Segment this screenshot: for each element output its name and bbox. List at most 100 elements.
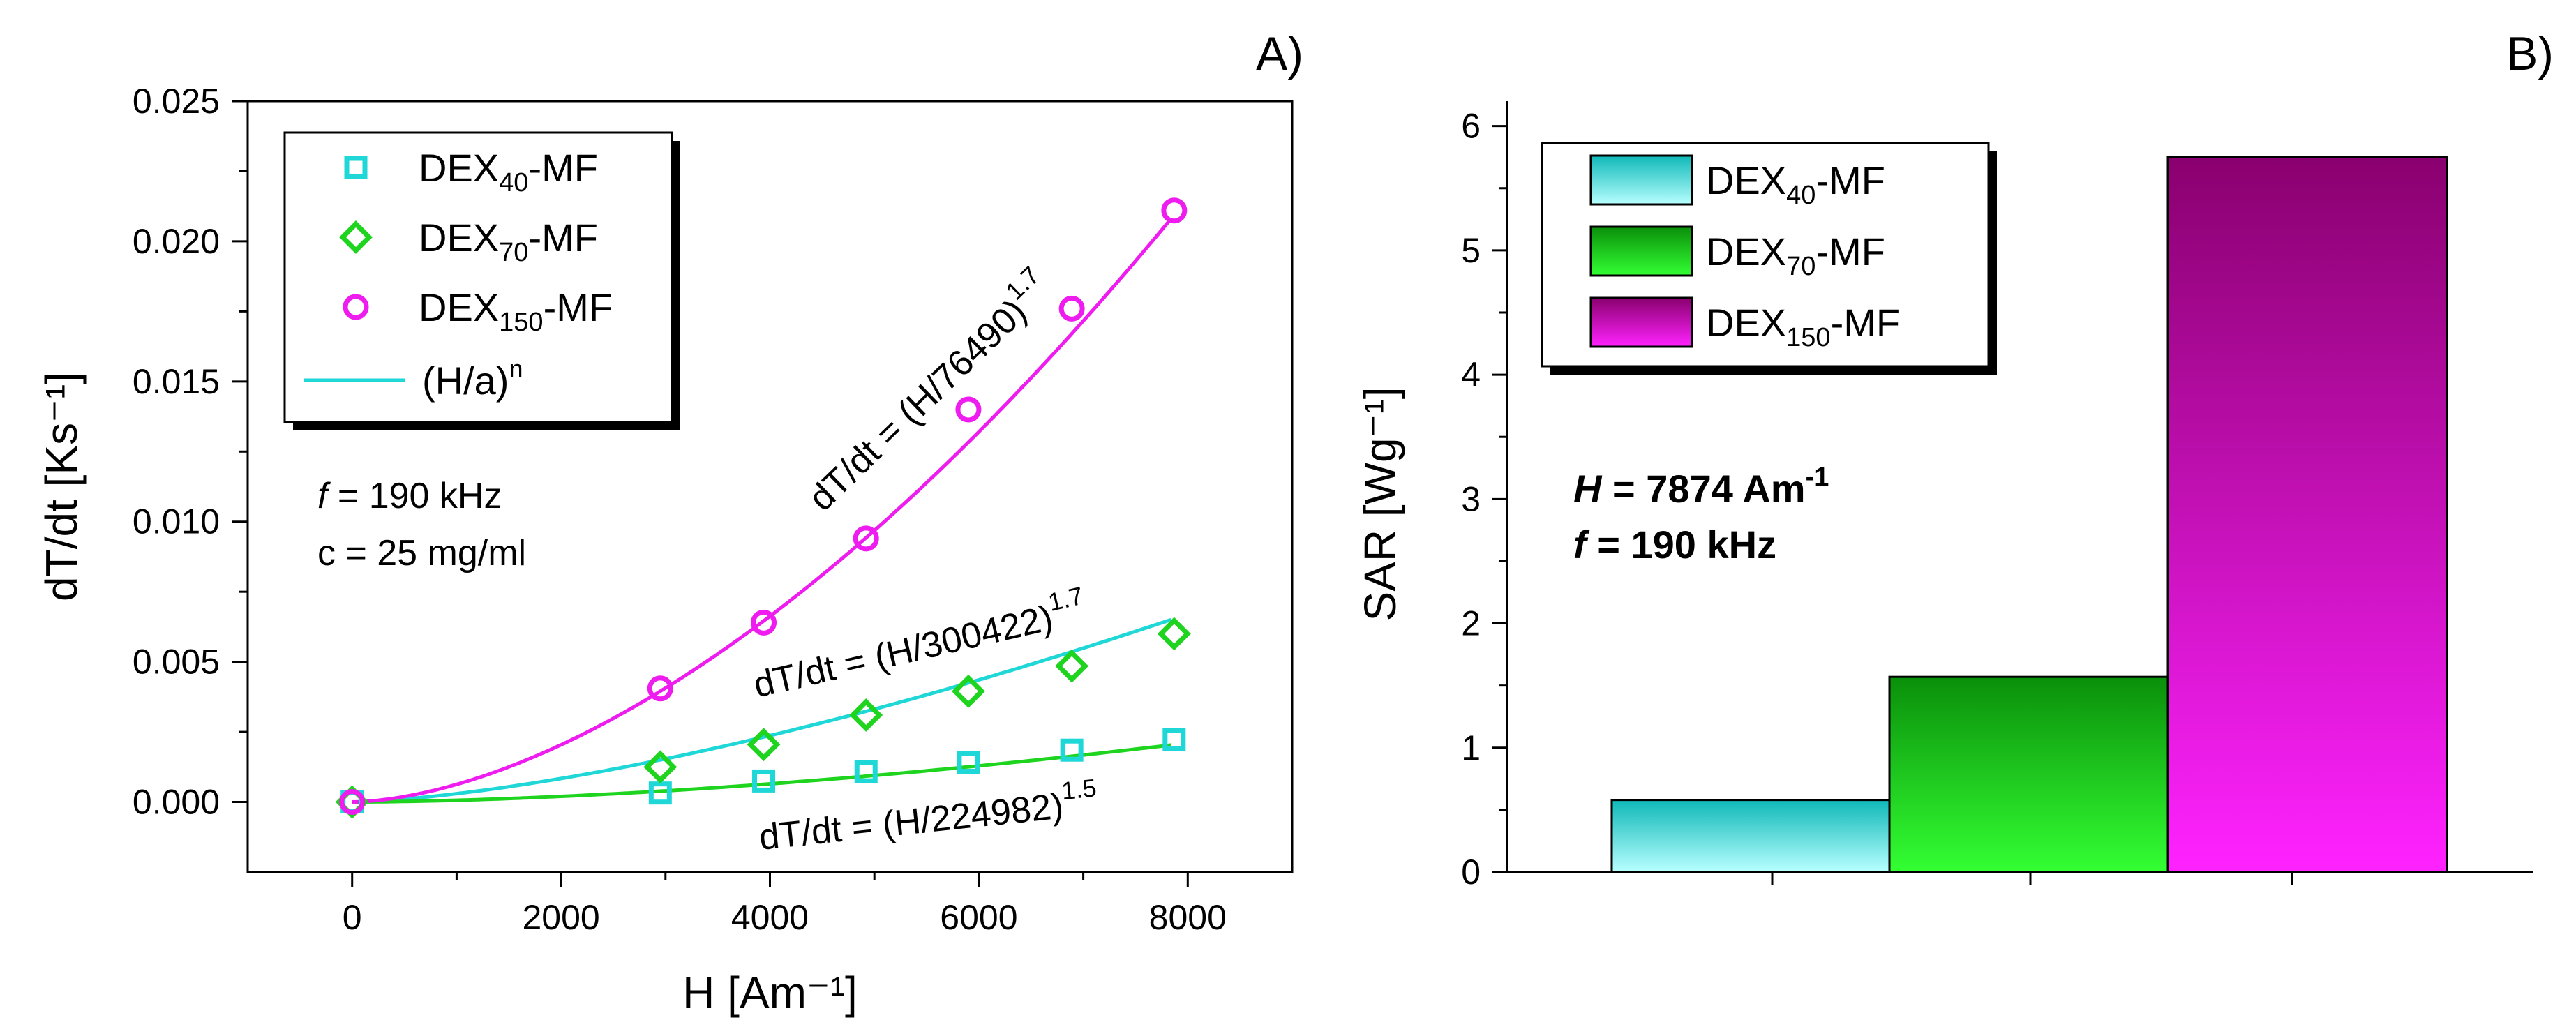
y-axis-title-b: SAR [Wg⁻¹]: [1355, 386, 1405, 621]
legend-label-suffix: -MF: [544, 285, 613, 329]
x-tick-label-a: 6000: [940, 898, 1017, 937]
marker-dex40: [957, 750, 980, 774]
legend-label-name: DEX: [419, 285, 499, 329]
fit-line-150: [352, 217, 1173, 804]
legend-marker-dex150: [343, 294, 369, 320]
condition-f-value: = 190 kHz: [327, 476, 502, 516]
legend-label-dex150: DEX150-MF: [419, 285, 613, 337]
fit-equation-exponent: 1.5: [1060, 773, 1098, 805]
legend-swatch-dex70: [1589, 225, 1693, 277]
y-tick-label-b: 1: [1461, 728, 1481, 767]
legend-label-suffix: -MF: [528, 216, 598, 260]
legend-label-b-dex40: DEX40-MF: [1706, 158, 1885, 210]
condition-f-symbol: f: [317, 476, 331, 516]
marker-dex150: [647, 675, 673, 702]
marker-dex150: [853, 525, 879, 552]
legend-b-name: DEX: [1706, 158, 1786, 202]
legend-b-suffix: -MF: [1831, 301, 1901, 345]
marker-dex70: [849, 698, 883, 732]
fit-equation: dT/dt = (H/300422)1.7: [748, 581, 1091, 706]
legend-label-name: DEX: [419, 146, 499, 190]
y-axis-title-text-a: dT/dt [Ks⁻¹]: [36, 372, 87, 601]
marker-dex150: [1058, 295, 1085, 322]
legend-box-a: [283, 131, 673, 423]
panel-label-a: A): [1256, 27, 1303, 80]
bar-dex70: [1888, 675, 2170, 873]
legend-label-dex40: DEX40-MF: [419, 146, 598, 197]
marker-dex150: [1161, 197, 1188, 224]
condition-frequency-b: f = 190 kHz: [1573, 523, 1776, 566]
condition-concentration-a: c = 25 mg/ml: [317, 533, 526, 573]
legend-b-sub: 40: [1786, 181, 1815, 210]
marker-dex150: [751, 609, 777, 636]
x-tick-label-a: 8000: [1149, 898, 1227, 937]
fit-line-40: [352, 617, 1172, 804]
y-tick-label-a: 0.000: [133, 783, 220, 822]
x-tick-label-a: 0: [343, 898, 362, 937]
marker-dex40: [1060, 738, 1084, 762]
marker-dex40: [752, 769, 776, 793]
marker-dex40: [854, 760, 878, 783]
legend-label-b-dex70: DEX70-MF: [1706, 230, 1885, 281]
y-tick-label-a: 0.010: [133, 502, 220, 541]
fit-equation: dT/dt = (H/224982)1.5: [756, 773, 1100, 858]
legend-label-sub: 40: [499, 168, 528, 197]
legend-label-sub: 70: [499, 238, 528, 267]
fit-equation-text: dT/dt = (H/300422): [750, 598, 1057, 706]
legend-label-dex70: DEX70-MF: [419, 216, 598, 267]
legend-b-suffix: -MF: [1815, 230, 1885, 273]
y-tick-label-a: 0.025: [133, 82, 220, 121]
legend-swatch-dex150: [1589, 296, 1693, 348]
legend-swatch-dex40: [1589, 154, 1693, 206]
y-tick-label-b: 0: [1461, 853, 1481, 892]
panel-a: 0 2000 4000 6000 8000 0.000 0.005 0.010 0.015 0.0…: [36, 27, 1303, 1018]
condition-f-value-b: = 190 kHz: [1587, 523, 1776, 566]
y-tick-label-b: 4: [1461, 355, 1481, 394]
bar-dex40: [1610, 799, 1892, 873]
condition-h-exponent: -1: [1806, 463, 1829, 492]
y-tick-label-a: 0.020: [133, 222, 220, 261]
y-tick-label-b: 6: [1461, 107, 1481, 146]
legend-marker-dex70: [339, 220, 373, 254]
marker-dex70: [1055, 649, 1089, 683]
marker-dex150: [955, 396, 982, 423]
marker-dex40: [648, 781, 672, 805]
fit-equation-exponent: 1.7: [1045, 581, 1086, 617]
legend-label-b-dex150: DEX150-MF: [1706, 301, 1900, 352]
legend-label-suffix: -MF: [528, 146, 598, 190]
y-tick-label-b: 5: [1461, 231, 1481, 270]
panel-label-b: B): [2506, 27, 2554, 80]
x-tick-label-a: 2000: [522, 898, 599, 937]
legend-b-name: DEX: [1706, 301, 1786, 345]
legend-fit-exponent: n: [509, 354, 523, 383]
legend-fit-label: (H/a)n: [422, 354, 523, 403]
bar-dex150: [2166, 156, 2448, 873]
y-axis-title-a: dT/dt [Ks⁻¹]: [36, 372, 87, 601]
y-tick-label-a: 0.005: [133, 643, 220, 682]
legend-b-suffix: -MF: [1815, 158, 1885, 202]
y-tick-label-a: 0.015: [133, 362, 220, 401]
legend-marker-dex40: [344, 156, 368, 179]
x-tick-label-a: 4000: [731, 898, 809, 937]
marker-dex70: [747, 728, 781, 762]
condition-field-b: H = 7874 Am-1: [1573, 463, 1829, 511]
legend-b-sub: 150: [1786, 323, 1830, 352]
y-tick-label-b: 3: [1461, 479, 1481, 518]
panel-b: 0 1 2 3 4 5 6 SAR [Wg⁻¹] B) H = 7874 Am-1 f = 190 …: [1355, 27, 2554, 892]
legend-fit-text: (H/a): [422, 359, 509, 403]
condition-h-symbol: H: [1573, 467, 1603, 511]
marker-dex70: [643, 750, 677, 784]
legend-label-name: DEX: [419, 216, 499, 260]
condition-frequency-a: f = 190 kHz: [317, 476, 502, 516]
marker-dex70: [951, 674, 985, 708]
fit-equation-text: dT/dt = (H/76490): [801, 292, 1035, 519]
fit-line-70: [352, 743, 1171, 804]
marker-dex70: [1157, 617, 1191, 651]
y-tick-label-b: 2: [1461, 604, 1481, 643]
fit-equation-text: dT/dt = (H/224982): [757, 786, 1065, 857]
legend-b-sub: 70: [1786, 252, 1815, 281]
marker-dex40: [1162, 728, 1186, 751]
marker-dex150: [339, 789, 366, 816]
legend-b-name: DEX: [1706, 230, 1786, 273]
